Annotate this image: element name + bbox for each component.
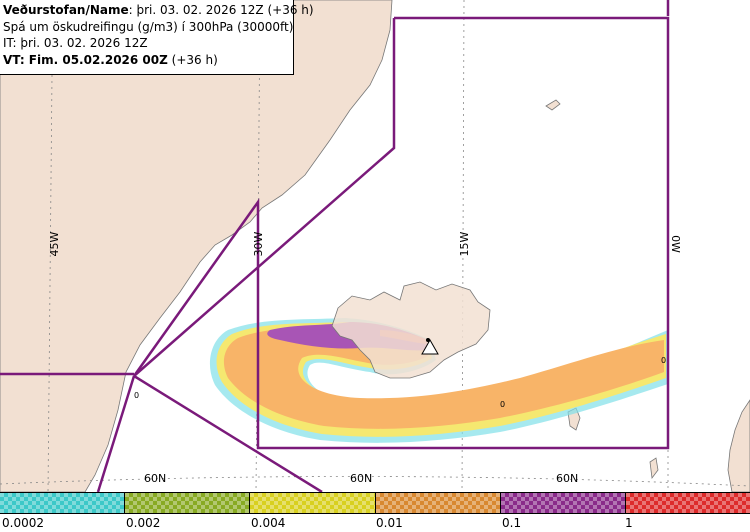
info-line-issue-time: IT: þri. 03. 02. 2026 12Z [3,36,148,50]
greenland-land [0,0,393,492]
lon-label-0w: 0W [669,235,682,253]
plume-orange [223,326,664,429]
ash-dispersion-map: 45W 30W 15W 0W 60N 60N 60N 0 0 0 [0,0,750,492]
scandinavia-edge [727,399,750,492]
jan-mayen-island [545,99,561,111]
lat-label-1: 60N [144,472,166,485]
iceland-land [331,281,491,379]
legend-segment-3 [250,493,376,513]
info-vt-label: VT: Fim. 05.02.2026 00Z [3,52,168,67]
contour-label-3: 0 [661,356,666,365]
legend-segment-6 [625,493,750,513]
legend-color-bar [0,492,750,514]
volcano-icon [421,338,439,355]
lon-label-30w: 30W [252,231,265,256]
info-line-valid-time: VT: Fim. 05.02.2026 00Z (+36 h) [3,52,293,69]
legend-segment-2 [125,493,251,513]
info-line-name: Veðurstofan/Name: þri. 03. 02. 2026 12Z … [3,2,314,19]
legend-label-3: 0.01 [376,516,403,530]
info-name-label: Veðurstofan/Name [3,3,129,17]
legend-segment-5 [500,493,626,513]
legend-segment-1 [0,493,126,513]
info-name-value: : þri. 03. 02. 2026 12Z (+36 h) [128,3,314,17]
shetland-island [649,457,659,480]
lat-label-2: 60N [350,472,372,485]
contour-label-2: 0 [500,400,505,409]
legend-segment-4 [375,493,501,513]
boundary-lines [0,0,670,492]
legend-label-4: 0.1 [502,516,522,530]
info-vt-value: (+36 h) [167,52,218,67]
contour-label-1: 0 [134,391,139,400]
concentration-legend: 0.0002 0.002 0.004 0.01 0.1 1 [0,492,750,532]
forecast-info-box: Veðurstofan/Name: þri. 03. 02. 2026 12Z … [0,0,314,75]
legend-labels: 0.0002 0.002 0.004 0.01 0.1 1 [0,516,750,532]
legend-label-1: 0.002 [126,516,161,530]
lat-label-3: 60N [556,472,578,485]
lon-label-15w: 15W [458,231,471,256]
legend-label-0: 0.0002 [2,516,44,530]
info-line-description: Spá um öskudreifingu (g/m3) í 300hPa (30… [3,19,294,34]
legend-label-2: 0.004 [251,516,286,530]
legend-label-5: 1 [625,516,633,530]
lon-label-45w: 45W [48,231,61,256]
